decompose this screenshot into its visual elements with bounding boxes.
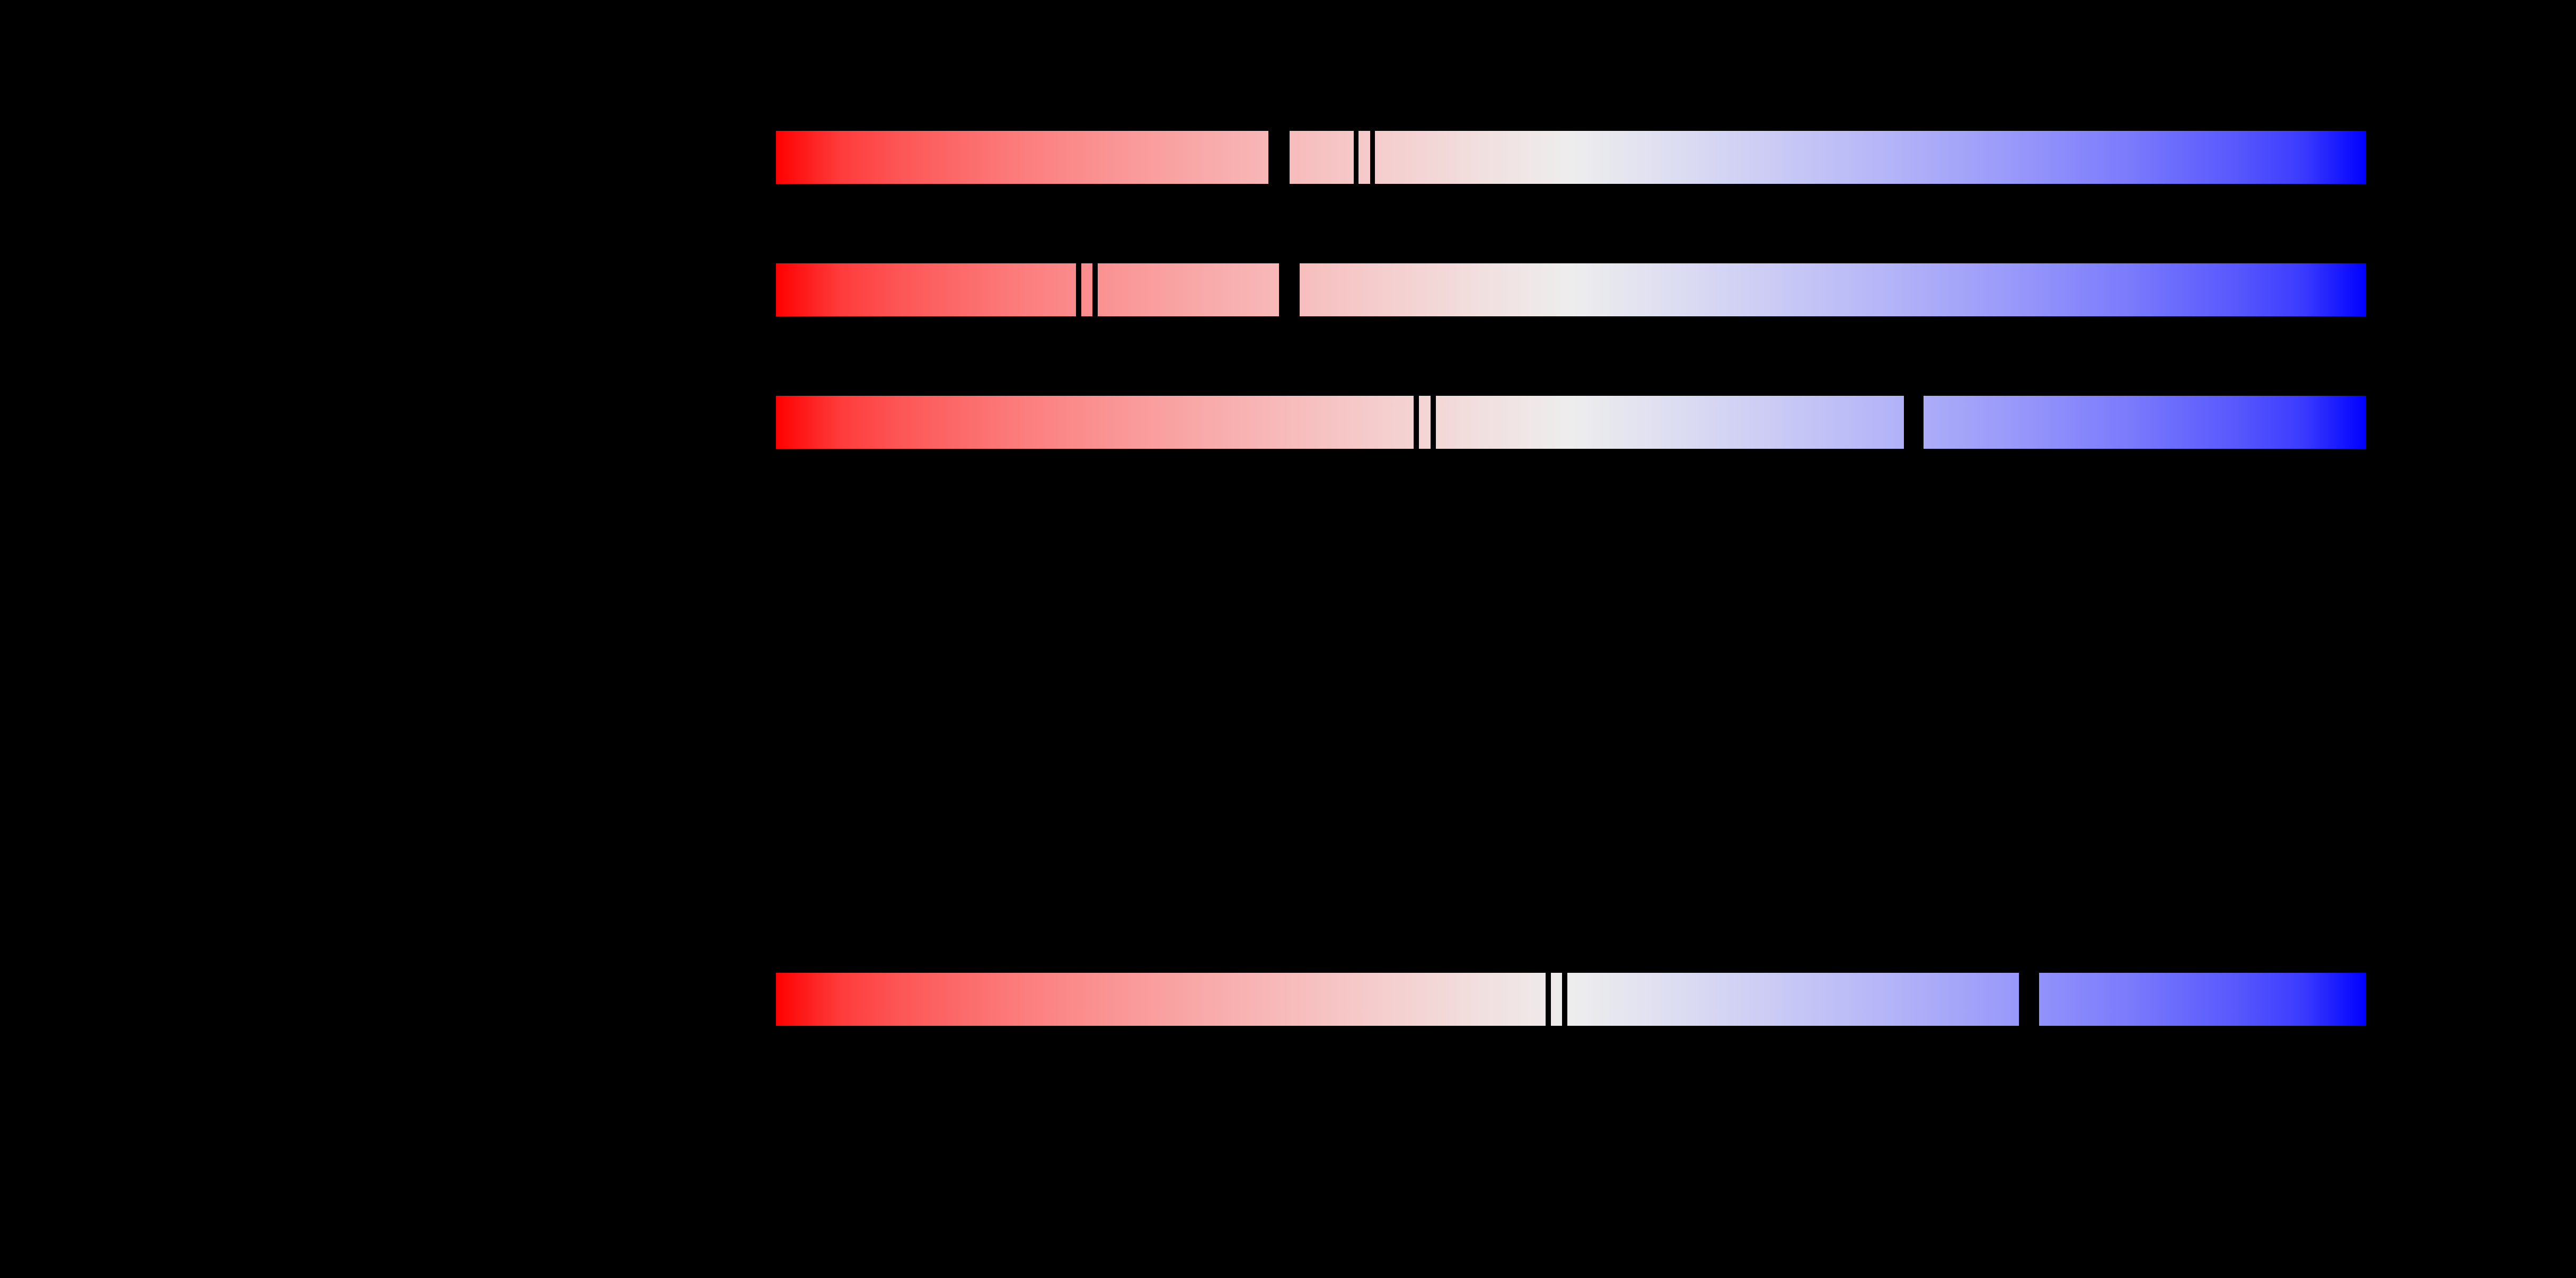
thin-tick-marker [1076, 263, 1081, 317]
thick-break-marker [1904, 395, 1924, 449]
thin-tick-marker [1370, 130, 1375, 184]
thin-tick-marker [1546, 972, 1551, 1026]
thick-break-marker [1268, 130, 1290, 184]
thin-tick-marker [1562, 972, 1567, 1026]
gradient-track-4 [776, 972, 2366, 1026]
thin-tick-marker [1092, 263, 1098, 317]
thin-tick-marker [1354, 130, 1358, 184]
gradient-track-1 [776, 130, 2366, 184]
thick-break-marker [2019, 972, 2039, 1026]
thin-tick-marker [1414, 395, 1419, 449]
gradient-track-2 [776, 263, 2366, 317]
thick-break-marker [1279, 263, 1300, 317]
thin-tick-marker [1431, 395, 1436, 449]
gradient-track-3 [776, 395, 2366, 449]
